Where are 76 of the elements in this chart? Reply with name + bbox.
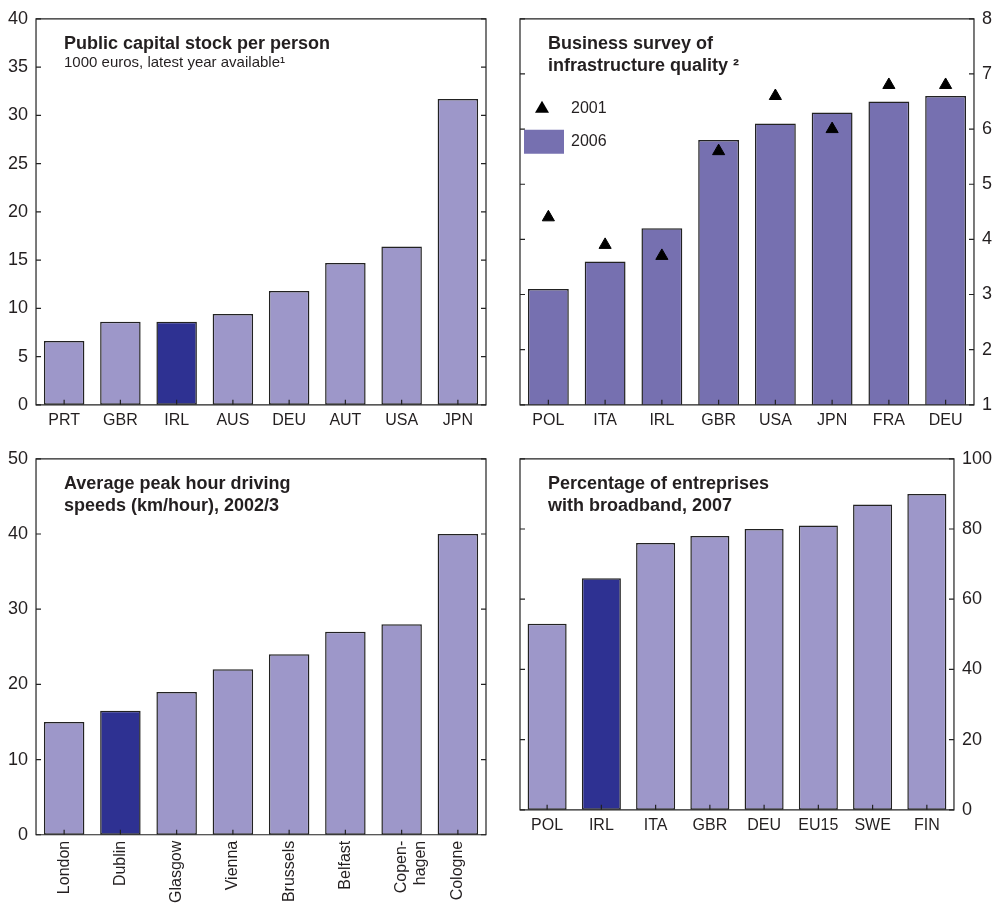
x-tick-label: ITA [643, 815, 668, 833]
point [598, 237, 612, 249]
x-tick-label: Dublin [110, 840, 128, 887]
y-tick-label: 80 [961, 517, 982, 538]
y-tick-label: 40 [7, 7, 29, 28]
y-tick-label: 2 [981, 338, 992, 359]
x-tick-label: Vienna [223, 840, 241, 891]
x-tick-label: DEU [272, 410, 307, 428]
x-tick-label: DEU [928, 410, 963, 428]
x-tick-label: USA [385, 410, 419, 428]
y-tick-label: 35 [7, 56, 29, 77]
y-tick-label: 1 [981, 393, 992, 414]
legend-label: 2001 [571, 98, 607, 116]
y-tick-label: 15 [7, 249, 29, 270]
x-tick-label: ITA [593, 410, 618, 428]
x-tick-label: IRL [164, 410, 190, 428]
y-tick-label: 40 [7, 522, 29, 543]
y-tick-label: 20 [7, 200, 29, 221]
y-tick-label: 60 [961, 588, 982, 609]
y-tick-label: 20 [961, 728, 982, 749]
x-tick-label: POL [532, 410, 565, 428]
x-tick-label: PRT [48, 410, 81, 428]
y-tick-label: 30 [7, 104, 29, 125]
text: Business survey of infrastructure quality ² [548, 32, 740, 75]
x-tick-label: London [54, 840, 72, 895]
y-tick-label: 0 [18, 823, 29, 844]
text: Percentage of entreprises with broadband, 2007 [547, 472, 770, 515]
x-tick-label: Glasgow [167, 840, 185, 903]
y-tick-label: 4 [981, 228, 992, 249]
x-tick-label: JPN [442, 410, 473, 428]
x-tick-label: IRL [649, 410, 675, 428]
x-tick-label: Brussels [279, 840, 297, 903]
point [655, 248, 669, 260]
text: Public capital stock per person [64, 32, 331, 53]
y-tick-label: 10 [7, 748, 29, 769]
x-tick-label: Copen- hagen [392, 840, 429, 894]
point [939, 77, 953, 89]
y-tick-label: 0 [961, 798, 972, 819]
x-tick-label: EU15 [798, 815, 839, 833]
x-tick-label: AUT [329, 410, 362, 428]
x-tick-label: AUS [216, 410, 250, 428]
x-tick-label: GBR [701, 410, 736, 428]
text: 1000 euros, latest year available¹ [64, 52, 285, 70]
x-tick-label: Cologne [448, 840, 466, 901]
x-tick-label: GBR [103, 410, 138, 428]
x-tick-label: DEU [747, 815, 781, 833]
y-tick-label: 25 [7, 152, 29, 173]
y-tick-label: 5 [981, 173, 992, 194]
point [768, 88, 782, 100]
text: Average peak hour driving speeds (km/hour), 2002/3 [64, 472, 291, 515]
y-tick-label: 5 [18, 345, 29, 366]
x-tick-label: FIN [913, 815, 940, 833]
y-tick-label: 100 [961, 447, 993, 468]
legend-label: 2006 [571, 131, 607, 149]
y-tick-label: 8 [981, 7, 992, 28]
y-tick-label: 10 [7, 297, 29, 318]
y-tick-label: 0 [18, 393, 29, 414]
y-tick-label: 40 [961, 658, 982, 679]
y-tick-label: 6 [981, 118, 992, 139]
point [541, 209, 555, 222]
x-tick-label: IRL [588, 815, 614, 833]
x-tick-label: FRA [872, 410, 906, 428]
point [712, 143, 726, 156]
y-tick-label: 50 [7, 447, 29, 468]
x-tick-label: JPN [817, 410, 848, 428]
point [825, 121, 839, 134]
x-tick-label: GBR [692, 815, 728, 833]
x-tick-label: POL [531, 815, 564, 833]
y-tick-label: 30 [7, 598, 29, 619]
y-tick-label: 7 [981, 62, 992, 83]
point [882, 77, 896, 89]
y-tick-label: 20 [7, 673, 29, 694]
x-tick-label: SWE [854, 815, 891, 833]
y-tick-label: 3 [981, 283, 992, 304]
x-tick-label: USA [758, 410, 793, 428]
x-tick-label: Belfast [335, 840, 353, 890]
